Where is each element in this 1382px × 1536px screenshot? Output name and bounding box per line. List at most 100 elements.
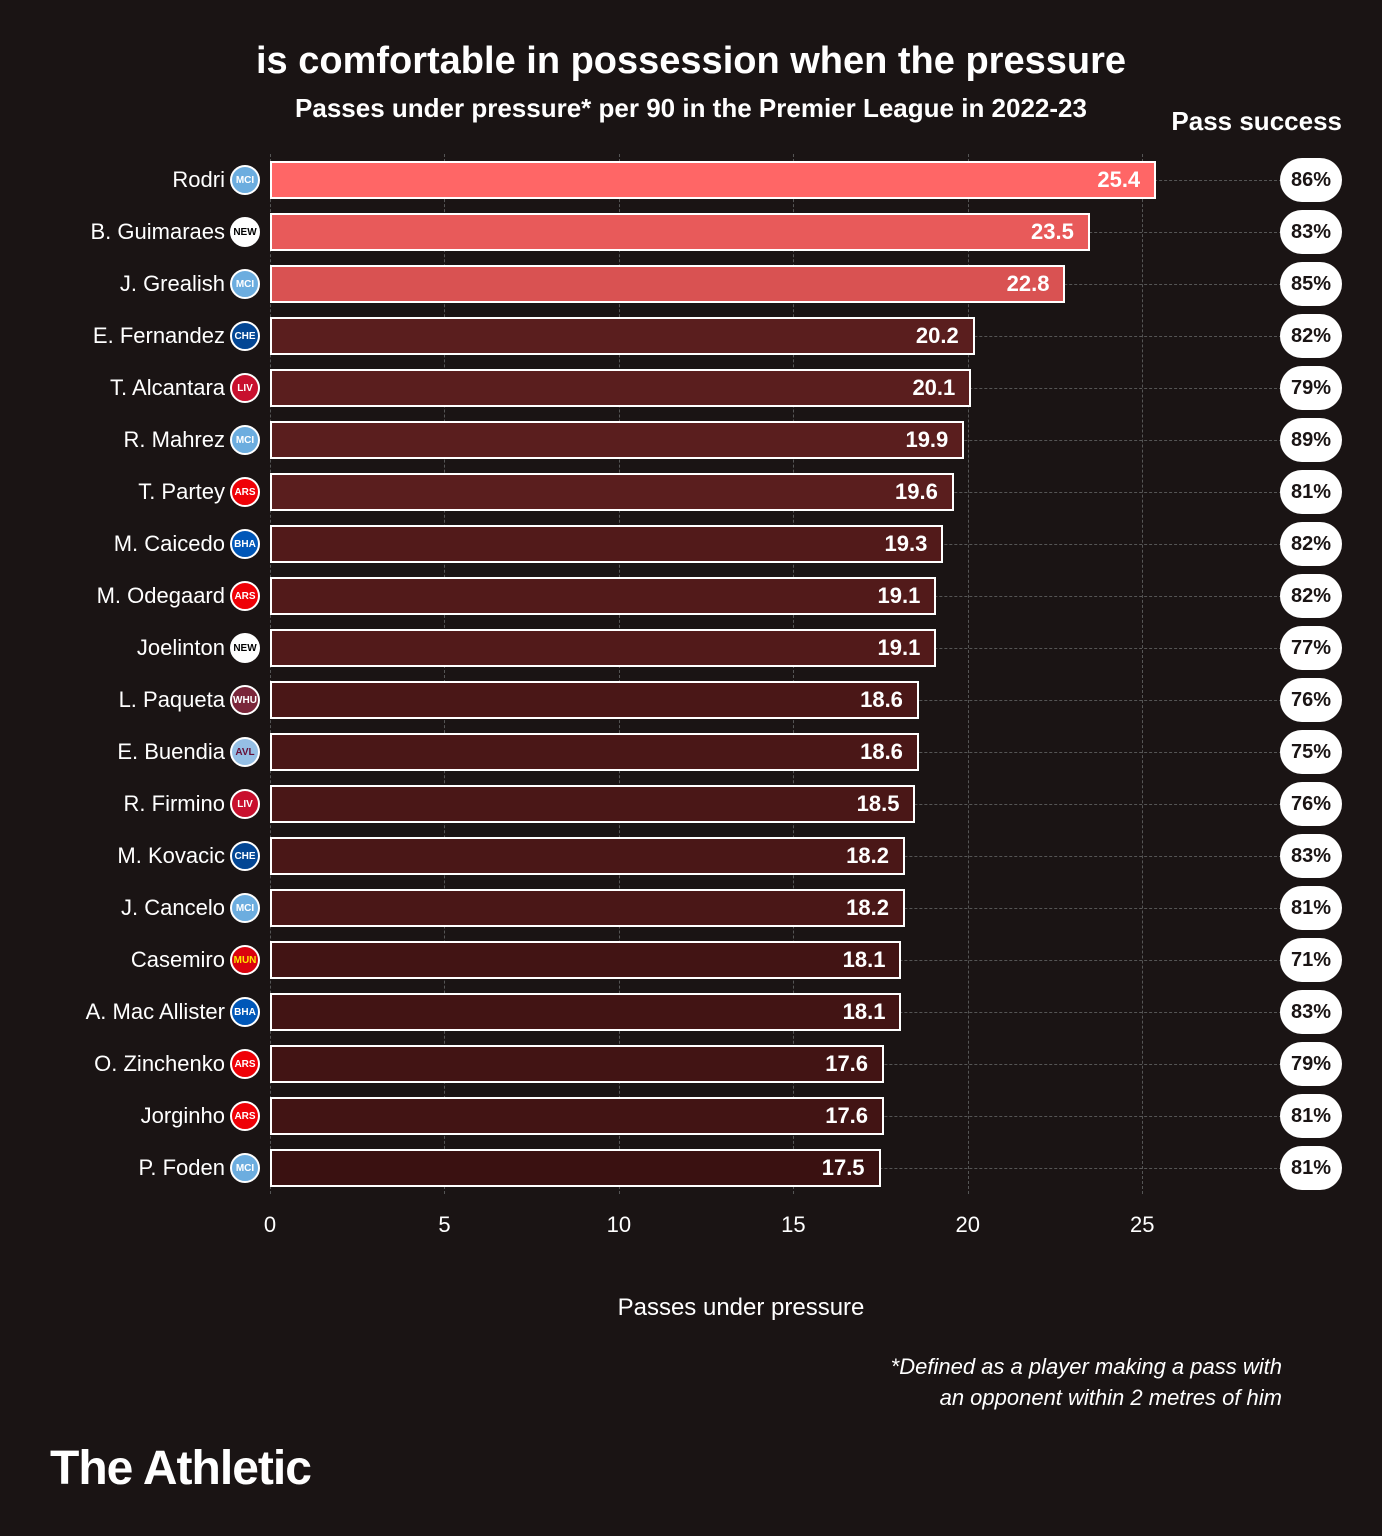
bar-value-label: 18.2 xyxy=(846,843,889,869)
bar-value-label: 17.6 xyxy=(825,1051,868,1077)
chart-row: R. FirminoLIV18.576% xyxy=(270,778,1212,830)
bar-wrap: 18.2 xyxy=(270,889,1212,927)
bar-wrap: 18.6 xyxy=(270,733,1212,771)
footnote-line-2: an opponent within 2 metres of him xyxy=(50,1383,1282,1414)
team-badge-icon: BHA xyxy=(230,529,260,559)
pass-success-pill: 79% xyxy=(1280,1042,1342,1086)
x-axis-label: Passes under pressure xyxy=(270,1294,1212,1322)
pass-success-pill: 85% xyxy=(1280,262,1342,306)
team-badge-icon: MCI xyxy=(230,425,260,455)
pass-success-pill: 86% xyxy=(1280,158,1342,202)
chart-rows: RodriMCI25.486%B. GuimaraesNEW23.583%J. … xyxy=(270,154,1212,1194)
chart-area: Pass success RodriMCI25.486%B. Guimaraes… xyxy=(270,154,1212,1322)
player-name-label: R. Mahrez xyxy=(50,427,225,453)
pass-success-pill: 82% xyxy=(1280,574,1342,618)
bar-value-label: 18.2 xyxy=(846,895,889,921)
bar-value-label: 18.5 xyxy=(857,791,900,817)
pass-success-pill: 82% xyxy=(1280,314,1342,358)
chart-row: JoelintonNEW19.177% xyxy=(270,622,1212,674)
bar-value-label: 25.4 xyxy=(1097,167,1140,193)
team-badge-icon: MCI xyxy=(230,893,260,923)
chart-row: CasemiroMUN18.171% xyxy=(270,934,1212,986)
bar-wrap: 19.3 xyxy=(270,525,1212,563)
data-bar: 17.5 xyxy=(270,1149,881,1187)
bar-value-label: 19.3 xyxy=(885,531,928,557)
team-badge-icon: MCI xyxy=(230,269,260,299)
team-badge-icon: AVL xyxy=(230,737,260,767)
bar-wrap: 18.1 xyxy=(270,993,1212,1031)
x-tick-label: 20 xyxy=(956,1212,980,1238)
bar-wrap: 17.6 xyxy=(270,1045,1212,1083)
chart-row: P. FodenMCI17.581% xyxy=(270,1142,1212,1194)
team-badge-icon: BHA xyxy=(230,997,260,1027)
player-name-label: M. Caicedo xyxy=(50,531,225,557)
bar-wrap: 19.1 xyxy=(270,629,1212,667)
data-bar: 25.4 xyxy=(270,161,1156,199)
data-bar: 18.2 xyxy=(270,837,905,875)
pass-success-pill: 71% xyxy=(1280,938,1342,982)
pass-success-pill: 76% xyxy=(1280,678,1342,722)
bar-value-label: 18.1 xyxy=(843,947,886,973)
data-bar: 19.1 xyxy=(270,629,936,667)
team-badge-icon: NEW xyxy=(230,217,260,247)
team-badge-icon: NEW xyxy=(230,633,260,663)
player-name-label: L. Paqueta xyxy=(50,687,225,713)
bar-value-label: 17.5 xyxy=(822,1155,865,1181)
x-tick-label: 5 xyxy=(438,1212,450,1238)
bar-value-label: 18.6 xyxy=(860,739,903,765)
pass-success-pill: 83% xyxy=(1280,834,1342,878)
player-name-label: E. Buendia xyxy=(50,739,225,765)
chart-row: T. AlcantaraLIV20.179% xyxy=(270,362,1212,414)
team-badge-icon: ARS xyxy=(230,477,260,507)
player-name-label: M. Odegaard xyxy=(50,583,225,609)
player-name-label: M. Kovacic xyxy=(50,843,225,869)
x-tick-label: 0 xyxy=(264,1212,276,1238)
team-badge-icon: CHE xyxy=(230,841,260,871)
pass-success-pill: 81% xyxy=(1280,1146,1342,1190)
bar-wrap: 19.1 xyxy=(270,577,1212,615)
player-name-label: T. Alcantara xyxy=(50,375,225,401)
chart-row: M. CaicedoBHA19.382% xyxy=(270,518,1212,570)
pass-success-pill: 82% xyxy=(1280,522,1342,566)
bar-wrap: 19.6 xyxy=(270,473,1212,511)
brand-logo: The Athletic xyxy=(50,1441,311,1496)
bar-wrap: 18.1 xyxy=(270,941,1212,979)
chart-row: O. ZinchenkoARS17.679% xyxy=(270,1038,1212,1090)
bar-wrap: 20.1 xyxy=(270,369,1212,407)
bar-wrap: 22.8 xyxy=(270,265,1212,303)
pass-success-pill: 75% xyxy=(1280,730,1342,774)
pass-success-pill: 76% xyxy=(1280,782,1342,826)
team-badge-icon: MUN xyxy=(230,945,260,975)
player-name-label: P. Foden xyxy=(50,1155,225,1181)
bar-wrap: 18.6 xyxy=(270,681,1212,719)
chart-row: B. GuimaraesNEW23.583% xyxy=(270,206,1212,258)
x-tick-label: 10 xyxy=(607,1212,631,1238)
bar-wrap: 25.4 xyxy=(270,161,1212,199)
data-bar: 19.6 xyxy=(270,473,954,511)
bar-value-label: 19.9 xyxy=(905,427,948,453)
x-tick-label: 25 xyxy=(1130,1212,1154,1238)
chart-row: M. KovacicCHE18.283% xyxy=(270,830,1212,882)
team-badge-icon: CHE xyxy=(230,321,260,351)
bar-value-label: 19.1 xyxy=(878,635,921,661)
bar-wrap: 17.5 xyxy=(270,1149,1212,1187)
team-badge-icon: ARS xyxy=(230,1049,260,1079)
player-name-label: J. Grealish xyxy=(50,271,225,297)
footnote-line-1: *Defined as a player making a pass with xyxy=(50,1352,1282,1383)
bar-wrap: 23.5 xyxy=(270,213,1212,251)
data-bar: 20.1 xyxy=(270,369,971,407)
data-bar: 22.8 xyxy=(270,265,1065,303)
chart-footnote: *Defined as a player making a pass with … xyxy=(50,1352,1282,1414)
chart-row: R. MahrezMCI19.989% xyxy=(270,414,1212,466)
team-badge-icon: MCI xyxy=(230,165,260,195)
chart-row: T. ParteyARS19.681% xyxy=(270,466,1212,518)
team-badge-icon: LIV xyxy=(230,789,260,819)
pass-success-pill: 89% xyxy=(1280,418,1342,462)
x-tick-label: 15 xyxy=(781,1212,805,1238)
player-name-label: J. Cancelo xyxy=(50,895,225,921)
pass-success-header: Pass success xyxy=(1171,106,1342,137)
data-bar: 18.5 xyxy=(270,785,915,823)
player-name-label: O. Zinchenko xyxy=(50,1051,225,1077)
bar-wrap: 18.5 xyxy=(270,785,1212,823)
bar-wrap: 18.2 xyxy=(270,837,1212,875)
